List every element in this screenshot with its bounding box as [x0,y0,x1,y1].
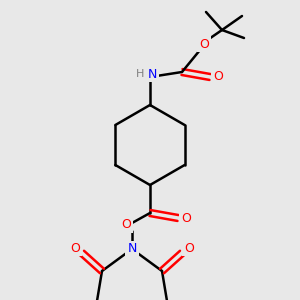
Text: O: O [199,38,209,50]
Text: O: O [184,242,194,254]
Text: O: O [70,242,80,254]
Text: N: N [127,242,137,256]
Text: N: N [147,68,157,80]
Text: O: O [181,212,191,224]
Text: O: O [121,218,131,232]
Text: H: H [136,69,144,79]
Text: O: O [213,70,223,83]
